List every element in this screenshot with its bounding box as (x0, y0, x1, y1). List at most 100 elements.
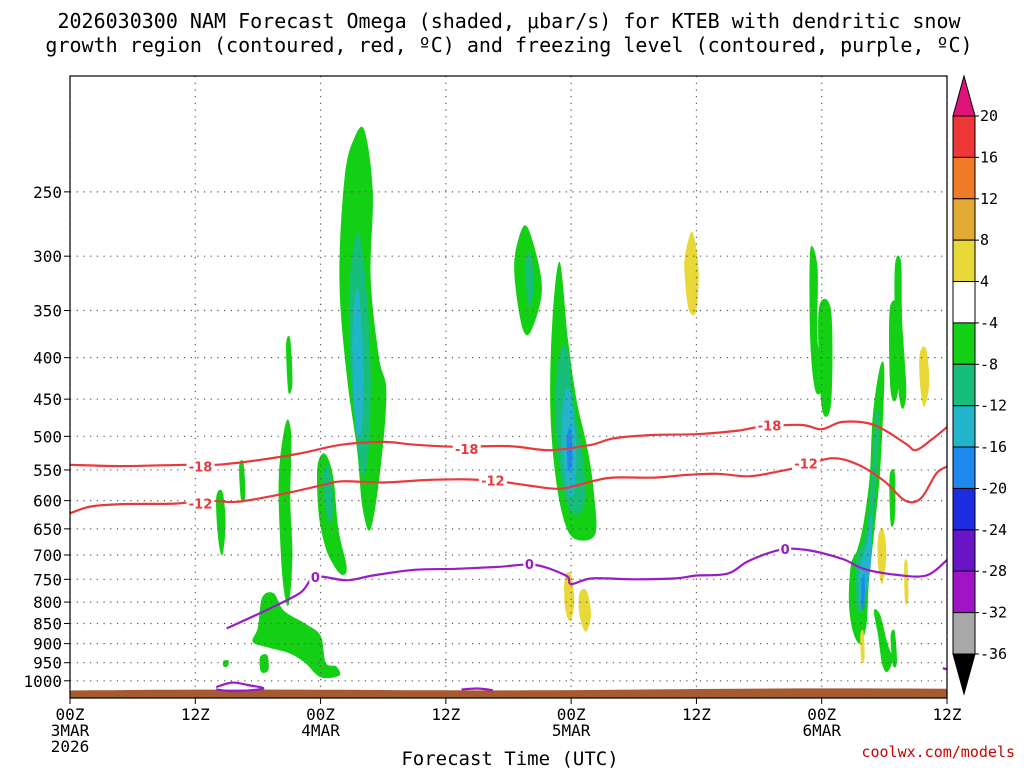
y-tick-label: 400 (33, 349, 62, 368)
omega-shaded-region (216, 489, 226, 556)
omega-shaded-region (286, 335, 293, 394)
chart-title-line-2: growth region (contoured, red, ºC) and f… (45, 33, 972, 57)
contour-label-bg (792, 455, 821, 471)
dendritic-growth-contour (69, 420, 948, 468)
x-axis-label: Forecast Time (UTC) (401, 748, 618, 768)
contour-label: -18 (189, 461, 213, 476)
contour-label: -12 (794, 457, 818, 472)
contour-label-bg (452, 440, 481, 456)
y-tick-label: 650 (33, 520, 62, 539)
contour-label-bg (186, 495, 215, 511)
colorbar-box (952, 529, 976, 572)
x-tick-label: 00Z (807, 705, 836, 724)
x-date-label: 4MAR (301, 721, 340, 740)
y-tick-label: 850 (33, 614, 62, 633)
colorbar-box (952, 446, 976, 489)
colorbar-label: 20 (980, 107, 998, 125)
omega-shaded-region (860, 629, 865, 664)
x-date-label: 3MAR (51, 721, 90, 740)
chart-title-line-1: 2026030300 NAM Forecast Omega (shaded, μ… (57, 9, 961, 33)
colorbar-box (952, 570, 976, 614)
omega-shaded-region (239, 459, 246, 503)
contour-label-bg (478, 472, 507, 488)
colorbar-box (952, 322, 976, 365)
omega-shaded-region (890, 629, 897, 668)
colorbar-label: -28 (980, 562, 1007, 580)
omega-shaded-region (352, 288, 364, 439)
contour-label-bg (186, 458, 215, 474)
omega-shaded-region (252, 592, 341, 679)
x-tick-label: 00Z (557, 705, 586, 724)
x-tick-label: 12Z (181, 705, 210, 724)
x-tick-label: 12Z (431, 705, 460, 724)
x-tick-label: 12Z (682, 705, 711, 724)
omega-shaded-region (278, 419, 293, 606)
colorbar-box (952, 156, 976, 200)
colorbar-box (952, 612, 976, 655)
x-tick-label: 12Z (933, 705, 962, 724)
colorbar-box (952, 363, 976, 407)
plot-area: 0 0 0 -12 -12 -12 -18 -18 -18 (69, 76, 948, 698)
colorbar-label: 4 (980, 273, 989, 291)
colorbar-label: 16 (980, 148, 998, 166)
omega-shaded-region (525, 253, 534, 307)
colorbar-box (952, 115, 976, 158)
omega-shaded-region (818, 298, 833, 417)
x-date-label: 6MAR (802, 721, 841, 740)
contour-label: -12 (481, 475, 505, 490)
colorbar-label: -20 (980, 479, 1007, 497)
contour-label-bg (309, 568, 322, 584)
colorbar-box (952, 239, 976, 283)
omega-shaded-region (222, 660, 229, 668)
y-tick-label: 350 (33, 302, 62, 321)
omega-shaded-region (809, 245, 824, 395)
y-tick-label: 600 (33, 492, 62, 511)
colorbar-box (952, 487, 976, 531)
freezing-level-contour (226, 547, 948, 630)
x-date-label: 5MAR (552, 721, 591, 740)
colorbar: 20 16 12 8 4 -4 -8 -12 -16 -20 -24 -28 -32 -36 (952, 74, 1007, 696)
colorbar-label: -4 (980, 314, 998, 332)
contour-label: -18 (455, 443, 479, 458)
freezing-level-fragment (215, 681, 265, 693)
freezing-level-fragment (461, 687, 493, 692)
y-tick-label: 300 (33, 247, 62, 266)
axes: 250 300 350 400 450 500 550 600 650 700 750 800 850 9… (23, 75, 962, 756)
x-tick-label: 00Z (306, 705, 335, 724)
y-tick-label: 700 (33, 546, 62, 565)
omega-shaded-region (889, 468, 896, 527)
colorbar-label: -36 (980, 645, 1007, 663)
ground-surface (70, 688, 947, 698)
contour-label-bg (523, 555, 536, 571)
omega-shaded-region (904, 559, 909, 605)
contour-label: 0 (525, 558, 534, 573)
y-tick-label: 450 (33, 390, 62, 409)
omega-shaded-region (684, 231, 699, 316)
omega-shaded-region (259, 654, 269, 673)
y-tick-label: 900 (33, 635, 62, 654)
omega-shaded-region (889, 300, 899, 402)
plot-frame (69, 75, 948, 699)
y-tick-label: 750 (33, 570, 62, 589)
dendritic-growth-contour (69, 457, 948, 515)
y-tick-label: 250 (33, 183, 62, 202)
contour-label-bg (755, 417, 784, 433)
y-tick-label: 800 (33, 593, 62, 612)
colorbar-label: 12 (980, 190, 998, 208)
y-tick-label: 500 (33, 427, 62, 446)
omega-shaded-region (322, 465, 334, 524)
colorbar-label: -16 (980, 438, 1007, 456)
contour-label-bg (779, 540, 792, 556)
colorbar-bottom-arrow (952, 653, 976, 696)
x-tick-label: 00Z (56, 705, 85, 724)
colorbar-label: -8 (980, 355, 998, 373)
omega-shaded-region (919, 346, 930, 407)
colorbar-box (952, 405, 976, 448)
credit-link[interactable]: coolwx.com/models (861, 743, 1015, 761)
freezing-level-fragment (942, 667, 948, 671)
colorbar-label: -12 (980, 397, 1007, 415)
colorbar-top-arrow (952, 74, 976, 117)
contour-label: -12 (189, 498, 213, 513)
colorbar-label: 8 (980, 231, 989, 249)
